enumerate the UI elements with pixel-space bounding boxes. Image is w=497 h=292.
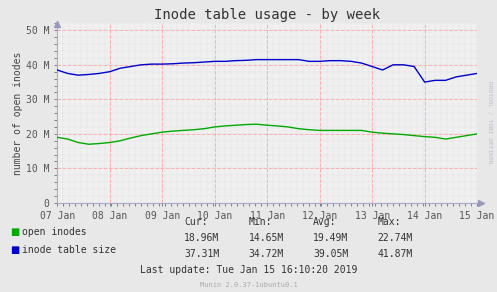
- Text: 41.87M: 41.87M: [378, 249, 413, 259]
- Text: 22.74M: 22.74M: [378, 233, 413, 243]
- Text: Last update: Tue Jan 15 16:10:20 2019: Last update: Tue Jan 15 16:10:20 2019: [140, 265, 357, 275]
- Text: ■: ■: [10, 227, 19, 237]
- Title: Inode table usage - by week: Inode table usage - by week: [154, 8, 380, 22]
- Y-axis label: number of open inodes: number of open inodes: [13, 51, 23, 175]
- Text: 39.05M: 39.05M: [313, 249, 348, 259]
- Text: Munin 2.0.37-1ubuntu0.1: Munin 2.0.37-1ubuntu0.1: [200, 282, 297, 288]
- Text: 14.65M: 14.65M: [248, 233, 284, 243]
- Text: ■: ■: [10, 245, 19, 255]
- Text: open inodes: open inodes: [22, 227, 87, 237]
- Text: 34.72M: 34.72M: [248, 249, 284, 259]
- Text: 37.31M: 37.31M: [184, 249, 219, 259]
- Text: inode table size: inode table size: [22, 245, 116, 255]
- Text: Avg:: Avg:: [313, 217, 336, 227]
- Text: 18.96M: 18.96M: [184, 233, 219, 243]
- Text: Min:: Min:: [248, 217, 272, 227]
- Text: Max:: Max:: [378, 217, 401, 227]
- Text: RRDTOOL / TOBI OETIKER: RRDTOOL / TOBI OETIKER: [487, 81, 492, 164]
- Text: Cur:: Cur:: [184, 217, 207, 227]
- Text: 19.49M: 19.49M: [313, 233, 348, 243]
